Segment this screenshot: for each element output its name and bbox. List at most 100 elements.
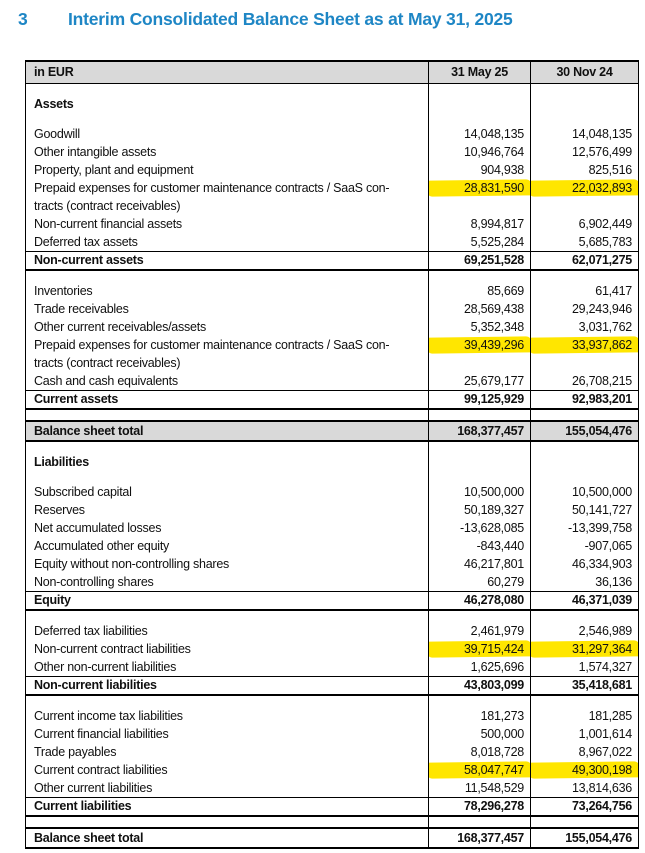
value-30-nov-24: 22,032,893 (530, 179, 639, 197)
value-31-may-25: 85,669 (428, 282, 531, 300)
value-30-nov-24: 181,285 (530, 707, 639, 725)
value-30-nov-24: 26,708,215 (530, 372, 639, 390)
value-31-may-25 (428, 816, 531, 828)
balance-sheet-table: in EUR 31 May 25 30 Nov 24 Assets Goodwil… (25, 60, 639, 849)
row-label: Cash and cash equivalents (34, 373, 178, 388)
row-label: Other non-current liabilities (34, 659, 177, 674)
value-31-may-25: 78,296,278 (428, 796, 531, 817)
section-title: Interim Consolidated Balance Sheet as at… (68, 9, 513, 29)
value-31-may-25: 50,189,327 (428, 501, 531, 519)
value-30-nov-24: 35,418,681 (530, 675, 639, 696)
value-30-nov-24 (530, 113, 639, 125)
row-label: Non-current assets (25, 250, 429, 271)
table-row: Trade payables 8,018,728 8,967,022 (26, 743, 639, 761)
column-header-31-may-25: 31 May 25 (428, 60, 531, 84)
value-30-nov-24 (530, 95, 639, 113)
table-row: Net accumulated losses -13,628,085 -13,399… (26, 519, 639, 537)
value-31-may-25: 28,831,590 (428, 179, 531, 197)
row-label (26, 270, 429, 282)
row-label: tracts (contract receivables) (34, 199, 181, 213)
table-row: Current liabilities 78,296,278 73,264,756 (25, 796, 639, 817)
row-label: Non-controlling shares (34, 574, 154, 589)
value-30-nov-24: 12,576,499 (530, 143, 639, 161)
value-31-may-25: -843,440 (428, 537, 531, 555)
table-row: Balance sheet total 168,377,457 155,054,47… (25, 827, 639, 849)
table-row: Deferred tax liabilities 2,461,979 2,546,9… (26, 622, 639, 640)
spacer-row (26, 610, 639, 622)
value-30-nov-24: 3,031,762 (530, 318, 639, 336)
spacer-row (26, 695, 639, 707)
value-31-may-25 (428, 441, 531, 453)
value-31-may-25: 46,217,801 (428, 555, 531, 573)
table-row: Other current liabilities 11,548,529 13,81… (26, 779, 639, 797)
row-label: Equity without non-controlling shares (34, 557, 230, 571)
table-row: Prepaid expenses for customer maintenanc… (26, 179, 639, 197)
value-31-may-25: 10,946,764 (428, 143, 531, 161)
row-label (26, 441, 429, 453)
row-label: Current assets (25, 389, 429, 410)
table-row: Non-controlling shares 60,279 36,136 (26, 573, 639, 591)
value-30-nov-24: 155,054,476 (530, 420, 639, 442)
value-31-may-25: 46,278,080 (428, 590, 531, 611)
value-31-may-25: 1,625,696 (428, 658, 531, 676)
value-31-may-25: 8,994,817 (428, 215, 531, 233)
table-row: tracts (contract receivables) (26, 354, 639, 372)
value-31-may-25 (428, 95, 531, 113)
row-label (26, 113, 429, 125)
table-row: Liabilities (26, 453, 639, 471)
value-31-may-25: 2,461,979 (428, 622, 531, 640)
value-30-nov-24 (530, 471, 639, 483)
row-label: Deferred tax liabilities (34, 624, 148, 638)
row-label: Non-current contract liabilities (34, 642, 191, 656)
value-31-may-25: 168,377,457 (428, 827, 531, 849)
table-row: Other intangible assets 10,946,764 12,576,… (26, 143, 639, 161)
value-31-may-25 (428, 354, 531, 372)
table-row: Non-current contract liabilities 39,715,4… (26, 640, 639, 658)
table-row: Assets (26, 95, 639, 113)
value-30-nov-24: 61,417 (530, 282, 639, 300)
spacer-row (26, 816, 639, 828)
value-30-nov-24 (530, 816, 639, 828)
value-31-may-25: 8,018,728 (428, 743, 531, 761)
value-30-nov-24 (530, 354, 639, 372)
value-31-may-25: 99,125,929 (428, 389, 531, 410)
table-row: Current financial liabilities 500,000 1,00… (26, 725, 639, 743)
table-header-row: in EUR 31 May 25 30 Nov 24 (25, 60, 639, 84)
value-30-nov-24: 29,243,946 (530, 300, 639, 318)
value-30-nov-24 (530, 453, 639, 471)
row-label: Other intangible assets (34, 145, 157, 159)
value-30-nov-24: 10,500,000 (530, 483, 639, 501)
row-label: Property, plant and equipment (34, 163, 194, 177)
value-30-nov-24 (530, 270, 639, 282)
value-30-nov-24 (530, 610, 639, 622)
column-header-30-nov-24: 30 Nov 24 (530, 60, 639, 84)
row-label: Prepaid expenses for customer maintenanc… (34, 181, 390, 195)
value-31-may-25 (428, 610, 531, 622)
value-31-may-25: 5,525,284 (428, 233, 531, 251)
value-30-nov-24: 92,983,201 (530, 389, 639, 410)
table-row: Other current receivables/assets 5,352,34… (26, 318, 639, 336)
row-label: tracts (contract receivables) (34, 356, 181, 370)
value-30-nov-24: 36,136 (530, 573, 639, 591)
row-label: Trade payables (34, 745, 117, 759)
table-row: Subscribed capital 10,500,000 10,500,000 (26, 483, 639, 501)
value-31-may-25 (428, 113, 531, 125)
spacer-row (26, 83, 639, 95)
value-30-nov-24: 31,297,364 (530, 640, 639, 658)
value-31-may-25: 28,569,438 (428, 300, 531, 318)
value-31-may-25: 904,938 (428, 161, 531, 179)
value-30-nov-24: 8,967,022 (530, 743, 639, 761)
value-31-may-25: -13,628,085 (428, 519, 531, 537)
value-31-may-25: 39,715,424 (428, 640, 531, 658)
value-30-nov-24 (530, 83, 639, 95)
table-row: Balance sheet total 168,377,457 155,054,47… (25, 420, 639, 442)
row-label: Assets (34, 97, 74, 111)
value-30-nov-24: 2,546,989 (530, 622, 639, 640)
row-label: Equity (25, 590, 429, 611)
page-title: 3 Interim Consolidated Balance Sheet as … (0, 0, 645, 30)
row-label: Other current receivables/assets (34, 320, 206, 334)
row-label (26, 695, 429, 707)
value-31-may-25 (428, 197, 531, 215)
value-30-nov-24: 1,574,327 (530, 658, 639, 676)
value-30-nov-24 (530, 409, 639, 421)
